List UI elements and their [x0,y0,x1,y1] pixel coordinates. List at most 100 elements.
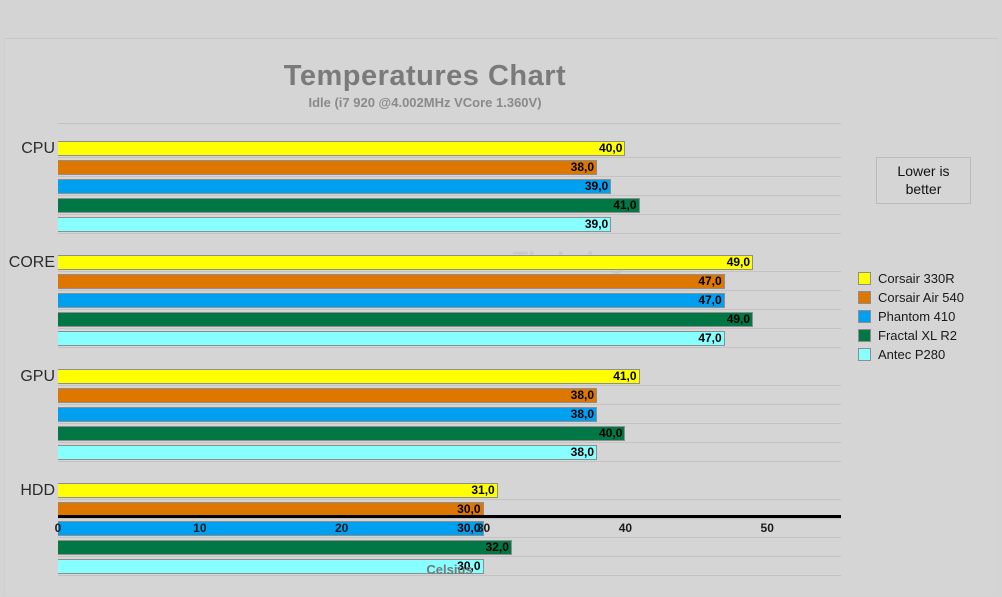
bar-value-label: 38,0 [570,160,595,174]
bar[interactable] [58,141,626,156]
grid-line [58,385,841,386]
grid-line [58,123,841,124]
bar-row: 31,0 [58,483,841,500]
legend-label: Fractal XL R2 [878,328,957,343]
bar-row: 41,0 [58,198,841,215]
bar[interactable] [58,312,754,327]
bar[interactable] [58,483,498,498]
category-group: HDD 31,0 30,0 30,0 32,0 30,0 [20,483,841,576]
legend-item[interactable]: Phantom 410 [858,307,998,326]
bar[interactable] [58,179,612,194]
bar[interactable] [58,217,612,232]
chart-subtitle: Idle (i7 920 @4.002MHz VCore 1.360V) [308,95,542,111]
bar-value-label: 32,0 [485,540,509,554]
bar-row: 39,0 [58,179,841,196]
bar-row: 38,0 [58,160,841,177]
legend-label: Antec P280 [878,347,946,362]
category-label-cpu: CPU [21,140,55,157]
bar[interactable] [58,198,640,213]
bar[interactable] [58,521,484,536]
legend-swatch [858,310,871,323]
x-tick-label: 30 [476,521,491,535]
x-tick-label: 10 [193,521,207,535]
bar-value-label: 30,0 [457,521,481,535]
grid-line [58,195,841,196]
grid-line [58,271,841,272]
note-line-1: Lower is [897,163,950,179]
bar-value-label: 30,0 [457,559,481,573]
plot-area: CPU 40,0 38,0 39,0 41,0 39,0 CORE 49,0 47,0 47,0 4… [9,123,841,576]
bar-row: 38,0 [58,388,841,405]
lower-is-better-note: Lower is better [876,157,971,204]
legend: Corsair 330R Corsair Air 540 Phantom 410 Fr… [858,269,998,364]
chart-header: Temperatures Chart Idle (i7 920 @4.002MH… [5,60,845,111]
bar[interactable] [58,274,725,289]
grid-line [58,499,841,500]
bar-value-label: 38,0 [570,388,595,402]
legend-item[interactable]: Corsair 330R [858,269,998,288]
grid-line [58,556,841,557]
bar-value-label: 49,0 [726,255,751,269]
grid-line [58,423,841,424]
bar[interactable] [58,388,598,403]
bar[interactable] [58,293,725,308]
legend-item[interactable]: Antec P280 [858,345,998,364]
bar-row: 38,0 [58,407,841,424]
category-group: GPU 41,0 38,0 38,0 40,0 38,0 [20,369,841,462]
bar-row: 49,0 [58,312,841,329]
bar-row: 41,0 [58,369,841,386]
x-tick-label: 40 [618,521,633,535]
grid-line [58,290,841,291]
bar-row: 47,0 [58,274,841,291]
bar[interactable] [58,369,640,384]
bar[interactable] [58,426,626,441]
bar[interactable] [58,445,598,460]
bar-value-label: 30,0 [457,502,481,516]
bar[interactable] [58,160,598,175]
grid-line [58,176,841,177]
category-label-core: CORE [8,254,55,271]
legend-item[interactable]: Corsair Air 540 [858,288,998,307]
bar[interactable] [58,255,754,270]
bar-value-label: 39,0 [584,179,609,193]
grid-line [58,461,841,462]
grid-line [58,575,841,576]
note-text: Lower is better [897,163,949,198]
legend-swatch [858,348,871,361]
bar-row: 47,0 [58,331,841,348]
grid-line [58,309,841,310]
grid-line [58,347,841,348]
bar-value-label: 31,0 [471,483,495,497]
grid-line [58,214,841,215]
grid-line [58,537,841,538]
category-label-hdd: HDD [20,482,55,499]
bar[interactable] [58,559,484,574]
bar-row: 49,0 [58,255,841,272]
category-group: CPU 40,0 38,0 39,0 41,0 39,0 [21,141,841,234]
bar-row: 40,0 [58,426,841,443]
x-axis-line [58,515,841,518]
legend-item[interactable]: Fractal XL R2 [858,326,998,345]
legend-label: Corsair 330R [878,271,955,286]
bar[interactable] [58,407,598,422]
legend-swatch [858,291,871,304]
grid-line [58,233,841,234]
category-group: CORE 49,0 47,0 47,0 49,0 47,0 [9,255,841,348]
page-title: Temperatures Chart [283,60,567,92]
bar-row: 40,0 [58,141,841,158]
grid-line [58,157,841,158]
bar-value-label: 47,0 [698,331,722,345]
grid-line [58,328,841,329]
legend-label: Phantom 410 [878,309,956,324]
bar[interactable] [58,540,512,555]
bar[interactable] [58,331,725,346]
grid-line [58,404,841,405]
x-tick-label: 0 [54,521,62,535]
bar-row: 47,0 [58,293,841,310]
x-axis-label: Celsius [426,562,473,577]
x-tick-label: 50 [760,521,774,535]
grid-line [58,442,841,443]
bar-value-label: 38,0 [570,407,595,421]
chart-panel: Temperatures Chart Idle (i7 920 @4.002MH… [4,38,998,594]
